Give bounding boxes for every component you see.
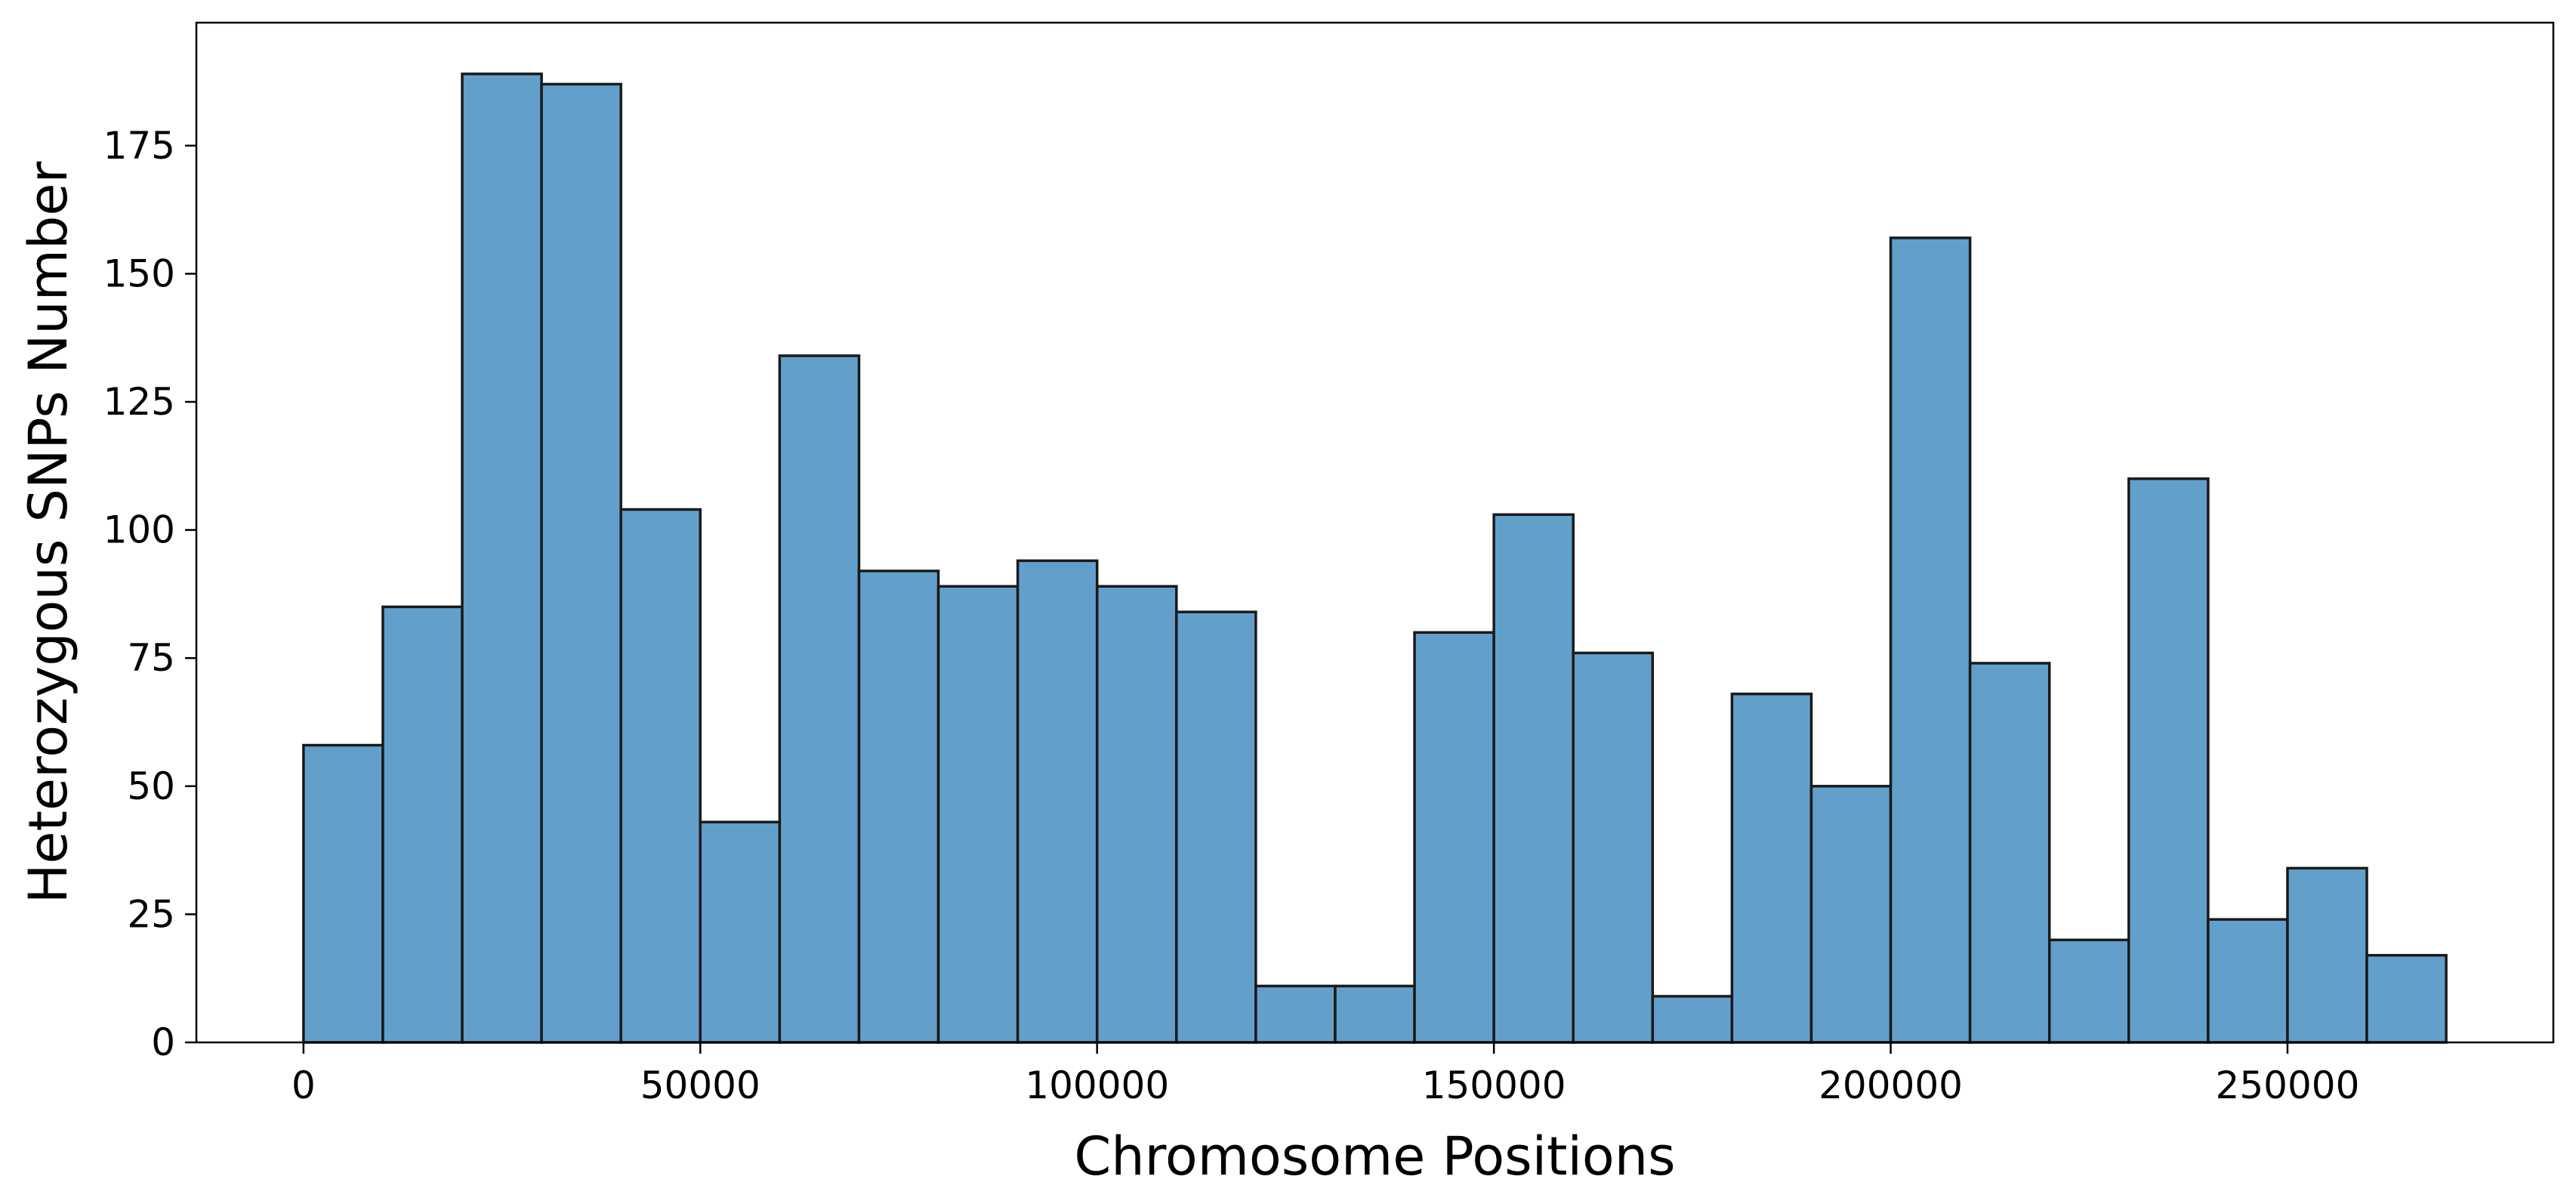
histogram-bar: [2127, 477, 2210, 1044]
histogram-bar: [1175, 610, 1257, 1044]
histogram-bar: [1254, 984, 1337, 1044]
histogram-bar: [2207, 918, 2289, 1044]
histogram-bar: [1572, 651, 1655, 1044]
histogram-bar: [381, 605, 464, 1044]
histogram-bar: [1095, 585, 1178, 1044]
x-axis-label: Chromosome Positions: [1074, 1125, 1675, 1187]
x-tick-label: 200000: [1819, 1064, 1963, 1107]
y-tick-label: 0: [151, 1020, 175, 1064]
histogram-bar: [461, 73, 543, 1044]
plot-frame: [195, 21, 2555, 1044]
y-tick-label: 175: [103, 124, 175, 168]
x-tick-label: 100000: [1025, 1064, 1169, 1107]
histogram-bar: [1968, 662, 2051, 1044]
histogram-bar: [2286, 866, 2368, 1044]
bars-layer: [302, 73, 2448, 1044]
histogram-bar: [936, 585, 1020, 1044]
y-tick-label: 150: [103, 252, 175, 295]
histogram-bar: [1413, 631, 1495, 1044]
histogram-bar: [1016, 559, 1099, 1044]
x-tick-label: 50000: [640, 1064, 760, 1107]
histogram-bar: [2047, 938, 2130, 1044]
x-tick-label: 0: [292, 1064, 316, 1107]
histogram-bar: [1889, 236, 1972, 1044]
y-tick-label: 75: [127, 636, 175, 680]
x-axis-ticks: 0 50000 100000 150000 200000 250000: [292, 1042, 2359, 1107]
histogram-bar: [540, 82, 622, 1044]
histogram-bar: [302, 743, 384, 1044]
histogram-bar: [1809, 785, 1893, 1044]
histogram-bar: [1730, 692, 1813, 1044]
y-axis-label: Heterozygous SNPs Number: [17, 162, 79, 904]
y-axis-ticks: 0 25 50 75 100 125 150 175: [103, 124, 196, 1064]
histogram-bar: [1651, 995, 1734, 1044]
y-tick-label: 125: [103, 380, 175, 424]
histogram-bar: [857, 570, 940, 1044]
histogram-bar: [1334, 984, 1416, 1044]
y-tick-label: 100: [103, 508, 175, 552]
histogram-bar: [2365, 953, 2448, 1044]
y-tick-label: 25: [127, 892, 175, 936]
histogram-bar: [778, 354, 861, 1044]
histogram-bar: [1492, 513, 1575, 1044]
x-tick-label: 150000: [1422, 1064, 1566, 1107]
x-tick-label: 250000: [2216, 1064, 2360, 1107]
histogram-bar: [699, 820, 782, 1044]
y-tick-label: 50: [127, 764, 175, 808]
histogram-bar: [619, 508, 702, 1044]
